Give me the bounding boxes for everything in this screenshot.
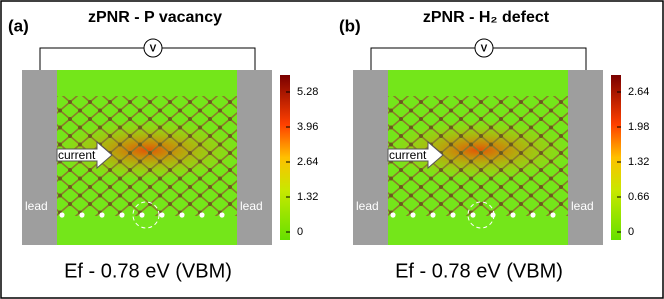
panel-title: zPNR - H₂ defect <box>423 9 550 26</box>
voltmeter-label: V <box>481 44 488 55</box>
panel-label: (b) <box>339 16 361 35</box>
hydrogen-atom <box>510 212 516 218</box>
colorbar <box>280 75 290 240</box>
colorbar-tick-label: 1.98 <box>628 121 649 133</box>
colorbar-tick-label: 2.64 <box>628 86 649 98</box>
colorbar-tick-label: 5.28 <box>297 86 318 98</box>
hydrogen-atom <box>59 212 65 218</box>
colorbar <box>611 75 621 240</box>
defect-marker <box>467 201 495 229</box>
lead-label: lead <box>25 199 48 213</box>
hydrogen-atom <box>530 212 536 218</box>
panel-title: zPNR - P vacancy <box>88 9 222 26</box>
hydrogen-atom <box>99 212 105 218</box>
current-arrow <box>387 140 444 170</box>
voltmeter <box>143 38 163 58</box>
current-label: current <box>389 148 427 162</box>
hydrogen-atom <box>119 212 125 218</box>
colorbar-tick-label: 3.96 <box>297 121 318 133</box>
colorbar-tick-label: 2.64 <box>297 156 318 168</box>
hydrogen-atom <box>490 212 496 218</box>
colorbar-tick-label: 0 <box>297 226 303 238</box>
voltmeter-label: V <box>150 44 157 55</box>
circuit-wire <box>370 47 587 70</box>
lead-label: lead <box>571 199 594 213</box>
hydrogen-atom <box>219 212 225 218</box>
panel-label: (a) <box>8 16 29 35</box>
hydrogen-atom <box>179 212 185 218</box>
hydrogen-atom <box>390 212 396 218</box>
hydrogen-atom <box>550 212 556 218</box>
lead-right <box>568 70 603 245</box>
voltmeter <box>474 38 494 58</box>
hydrogen-atom <box>159 212 165 218</box>
lead-right <box>237 70 272 245</box>
lead-left <box>22 70 57 245</box>
hydrogen-atom <box>199 212 205 218</box>
caption: Ef - 0.78 eV (VBM) <box>395 260 563 282</box>
hydrogen-atom <box>450 212 456 218</box>
colorbar-tick-label: 1.32 <box>297 191 318 203</box>
hydrogen-atom <box>410 212 416 218</box>
colorbar-tick-label: 0 <box>628 226 634 238</box>
lead-left <box>353 70 388 245</box>
current-label: current <box>58 148 96 162</box>
hydrogen-atom <box>470 212 476 218</box>
circuit-wire <box>39 47 256 70</box>
lead-label: lead <box>240 199 263 213</box>
hydrogen-atom <box>139 212 145 218</box>
current-arrow <box>56 140 113 170</box>
colorbar-tick-label: 1.32 <box>628 156 649 168</box>
hydrogen-atom <box>79 212 85 218</box>
lead-label: lead <box>356 199 379 213</box>
defect-marker <box>132 201 160 229</box>
caption: Ef - 0.78 eV (VBM) <box>64 260 232 282</box>
colorbar-tick-label: 0.66 <box>628 191 649 203</box>
hydrogen-atom <box>430 212 436 218</box>
